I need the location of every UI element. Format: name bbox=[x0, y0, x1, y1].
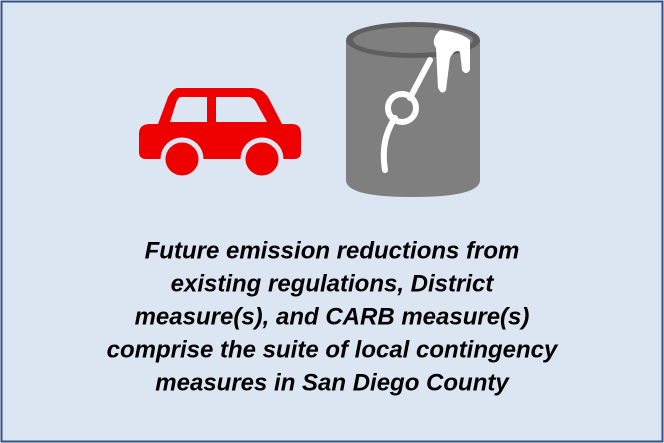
caption-line: measure(s), and CARB measure(s) bbox=[135, 303, 530, 330]
car-icon bbox=[139, 88, 301, 181]
caption-line: measures in San Diego County bbox=[155, 369, 510, 396]
caption-line: Future emission reductions from bbox=[145, 237, 520, 264]
caption-line: existing regulations, District bbox=[171, 270, 495, 297]
caption-line: comprise the suite of local contingency bbox=[107, 336, 559, 363]
paint-bucket-icon bbox=[346, 22, 480, 197]
